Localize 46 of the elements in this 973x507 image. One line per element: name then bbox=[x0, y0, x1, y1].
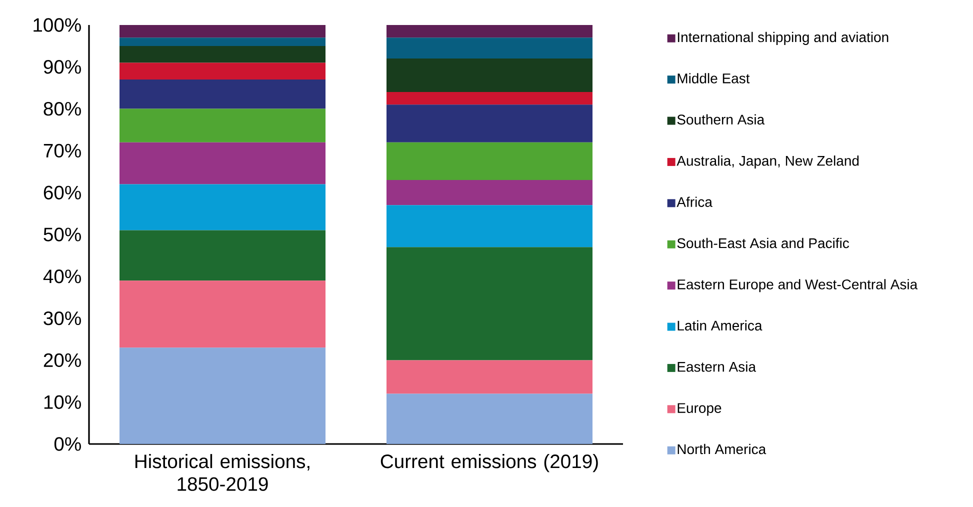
bar bbox=[120, 230, 326, 281]
x-tick-label: Historical emissions, 1850-2019 bbox=[135, 454, 310, 491]
legend-label: Eastern Asia bbox=[678, 361, 756, 372]
bar bbox=[386, 247, 593, 360]
bar bbox=[386, 180, 593, 206]
bar bbox=[386, 25, 593, 38]
legend-label: Eastern Europe and West-Central Asia bbox=[678, 279, 918, 292]
legend-label: Southern Asia bbox=[677, 114, 765, 125]
bar bbox=[120, 142, 326, 184]
bar bbox=[386, 142, 593, 180]
bar bbox=[120, 108, 326, 142]
y-tick-label: 20% bbox=[44, 353, 81, 368]
legend-label: North America bbox=[678, 444, 766, 454]
legend-label: Australia, Japan, New Zeland bbox=[676, 155, 859, 169]
y-tick-label: 60% bbox=[44, 186, 81, 200]
y-tick-label: 100% bbox=[34, 18, 81, 32]
legend-label: Africa bbox=[676, 196, 712, 207]
legend-label: International shipping and aviation bbox=[678, 32, 888, 45]
bar bbox=[120, 38, 326, 46]
bar bbox=[120, 348, 326, 444]
x-tick-label: Current emissions (2019) bbox=[380, 454, 598, 472]
bar bbox=[120, 79, 326, 109]
bar bbox=[120, 25, 326, 38]
y-tick-label: 30% bbox=[44, 311, 81, 326]
legend-label: Europe bbox=[678, 403, 722, 416]
bar bbox=[120, 46, 326, 63]
legend-label: Latin America bbox=[678, 320, 762, 331]
legend-label: South-East Asia and Pacific bbox=[677, 238, 850, 248]
bar bbox=[386, 205, 593, 248]
bar bbox=[120, 184, 326, 230]
y-tick-label: 40% bbox=[43, 270, 81, 284]
bar bbox=[386, 104, 593, 142]
y-tick-label: 0% bbox=[54, 437, 81, 451]
bar bbox=[386, 38, 593, 59]
bar bbox=[120, 280, 326, 348]
y-tick-label: 90% bbox=[44, 60, 81, 74]
y-tick-label: 70% bbox=[44, 144, 81, 158]
y-tick-label: 50% bbox=[44, 228, 81, 242]
bar bbox=[386, 58, 593, 92]
y-tick-label: 80% bbox=[44, 102, 81, 116]
legend-label: Middle East bbox=[678, 73, 750, 84]
bar bbox=[120, 62, 326, 80]
y-tick-label: 10% bbox=[44, 395, 81, 409]
bar bbox=[386, 394, 593, 444]
bar bbox=[386, 92, 593, 105]
bar bbox=[386, 360, 593, 394]
